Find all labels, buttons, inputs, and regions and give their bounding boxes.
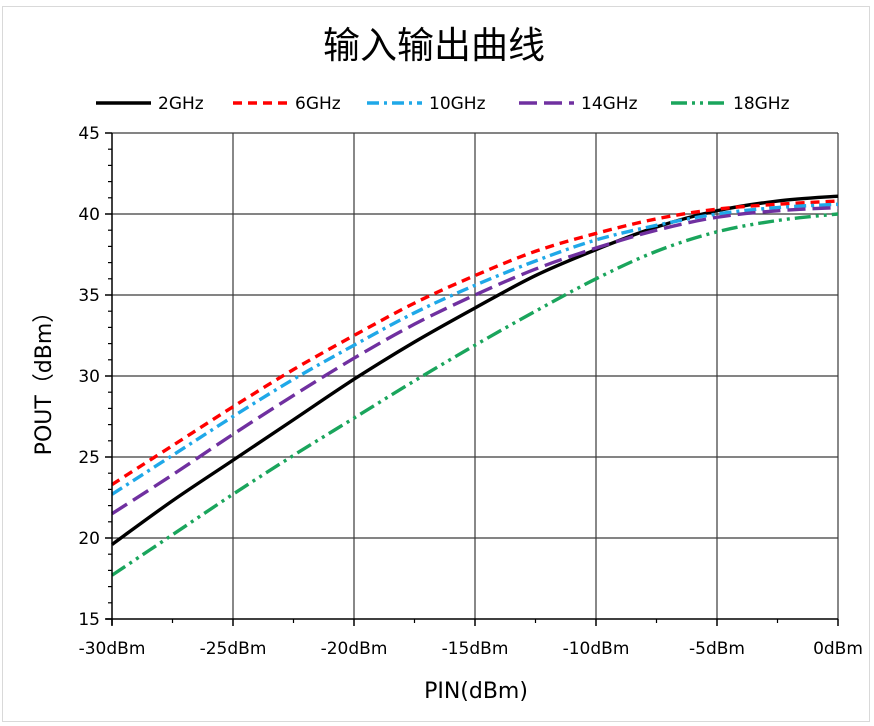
series-line-2ghz	[111, 194, 839, 546]
legend-item-10ghz: 10GHz	[367, 94, 486, 114]
y-axis-label: POUT（dBm）	[32, 301, 57, 456]
series-line-14ghz	[111, 205, 839, 516]
legend-label: 14GHz	[581, 94, 638, 114]
legend: 2GHz 6GHz 10GHz 14GHz 18GHz	[96, 94, 790, 114]
legend-item-2ghz: 2GHz	[96, 94, 204, 114]
axes: 15 20 25 30 35 40 45 -30dBm -25dBm -20dBm -15dBm -1…	[78, 124, 863, 659]
x-tick-label: -10dBm	[563, 639, 630, 659]
y-tick-label: 25	[78, 448, 100, 468]
legend-label: 2GHz	[158, 94, 204, 114]
legend-item-14ghz: 14GHz	[519, 94, 638, 114]
legend-item-18ghz: 18GHz	[671, 94, 790, 114]
x-tick-label: -30dBm	[79, 639, 146, 659]
legend-label: 6GHz	[295, 94, 341, 114]
grid	[112, 132, 839, 619]
series-layer	[111, 194, 839, 577]
x-tick-label: -25dBm	[200, 639, 267, 659]
y-tick-label: 35	[78, 286, 100, 306]
chart-frame	[2, 6, 870, 722]
x-tick-label: 0dBm	[813, 639, 863, 659]
y-tick-label: 30	[78, 367, 100, 387]
x-tick-label: -15dBm	[442, 639, 509, 659]
legend-label: 10GHz	[429, 94, 486, 114]
series-line-6ghz	[111, 199, 839, 486]
y-tick-label: 40	[78, 205, 100, 225]
series-line-10ghz	[111, 202, 839, 496]
y-tick-label: 45	[78, 124, 100, 144]
y-tick-label: 15	[78, 610, 100, 630]
x-tick-label: -5dBm	[689, 639, 745, 659]
legend-label: 18GHz	[733, 94, 790, 114]
x-axis-label: PIN(dBm)	[424, 679, 528, 704]
x-tick-label: -20dBm	[321, 639, 388, 659]
y-tick-label: 20	[78, 529, 100, 549]
chart-title: 输入输出曲线	[323, 24, 545, 67]
legend-item-6ghz: 6GHz	[233, 94, 341, 114]
